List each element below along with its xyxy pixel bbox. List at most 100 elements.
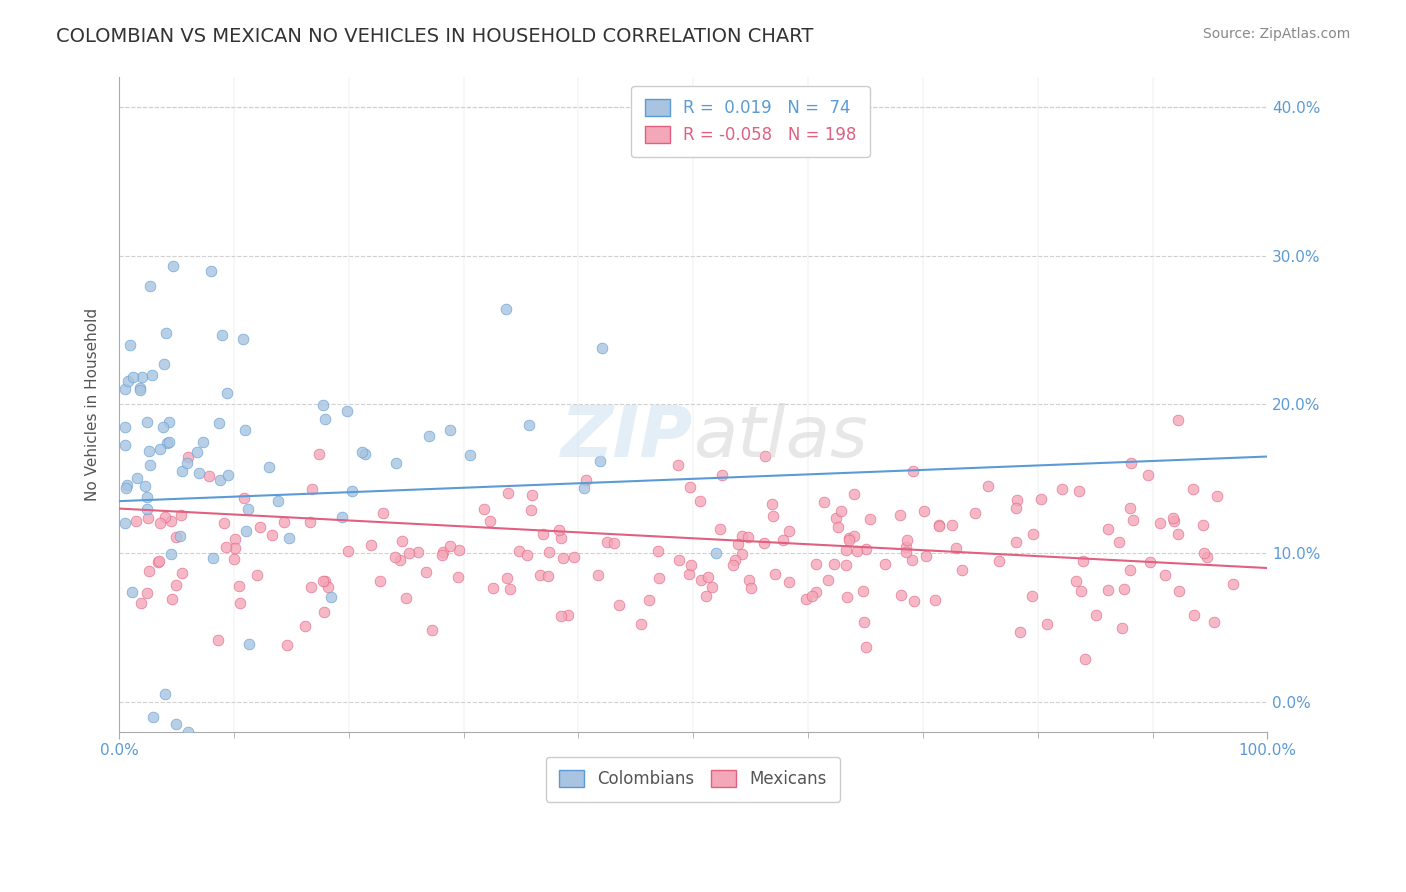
Point <box>418 429 440 443</box>
Point <box>214 540 236 554</box>
Point <box>146 555 169 569</box>
Point <box>415 565 437 579</box>
Point <box>308 447 330 461</box>
Point <box>813 494 835 508</box>
Point <box>1167 526 1189 541</box>
Point <box>260 528 283 542</box>
Point <box>689 493 711 508</box>
Point <box>912 504 935 518</box>
Point <box>603 536 626 550</box>
Point <box>117 374 139 388</box>
Point <box>740 581 762 595</box>
Point <box>135 586 157 600</box>
Point <box>246 567 269 582</box>
Point <box>207 633 229 648</box>
Point <box>209 474 232 488</box>
Point <box>647 544 669 558</box>
Point <box>638 593 661 607</box>
Point <box>696 570 718 584</box>
Point <box>188 467 211 481</box>
Point <box>121 584 143 599</box>
Point <box>217 467 239 482</box>
Point <box>1111 621 1133 635</box>
Point <box>1005 501 1028 516</box>
Point <box>1114 582 1136 596</box>
Point <box>1119 563 1142 577</box>
Point <box>1073 554 1095 568</box>
Point <box>1161 511 1184 525</box>
Point <box>117 477 139 491</box>
Point <box>176 456 198 470</box>
Point <box>586 568 609 582</box>
Point <box>1050 482 1073 496</box>
Point <box>136 490 159 504</box>
Point <box>191 435 214 450</box>
Point <box>1136 468 1159 483</box>
Point <box>1097 583 1119 598</box>
Point <box>340 484 363 499</box>
Point <box>384 550 406 565</box>
Point <box>446 570 468 584</box>
Point <box>298 515 321 529</box>
Point <box>330 509 353 524</box>
Point <box>835 590 858 604</box>
Point <box>236 502 259 516</box>
Point <box>1168 583 1191 598</box>
Point <box>312 399 335 413</box>
Point <box>529 567 551 582</box>
Point <box>249 520 271 534</box>
Point <box>439 423 461 437</box>
Point <box>114 420 136 434</box>
Point <box>890 588 912 602</box>
Point <box>517 417 540 432</box>
Point <box>844 487 866 501</box>
Point <box>988 554 1011 568</box>
Point <box>170 508 193 523</box>
Point <box>114 437 136 451</box>
Point <box>838 533 860 547</box>
Point <box>945 541 967 556</box>
Point <box>977 479 1000 493</box>
Point <box>122 370 145 384</box>
Point <box>724 553 747 567</box>
Point <box>754 449 776 463</box>
Point <box>312 605 335 619</box>
Text: COLOMBIAN VS MEXICAN NO VEHICLES IN HOUSEHOLD CORRELATION CHART: COLOMBIAN VS MEXICAN NO VEHICLES IN HOUS… <box>56 27 814 45</box>
Point <box>721 558 744 572</box>
Point <box>142 709 165 723</box>
Point <box>152 419 174 434</box>
Point <box>202 550 225 565</box>
Point <box>114 481 136 495</box>
Point <box>1191 518 1213 533</box>
Point <box>128 381 150 395</box>
Point <box>139 458 162 473</box>
Point <box>398 546 420 560</box>
Point <box>1206 489 1229 503</box>
Point <box>889 508 911 522</box>
Point <box>388 553 411 567</box>
Point <box>1121 456 1143 470</box>
Point <box>170 464 193 478</box>
Point <box>131 369 153 384</box>
Point <box>1108 535 1130 549</box>
Point <box>609 599 631 613</box>
Point <box>447 543 470 558</box>
Point <box>215 386 238 401</box>
Point <box>277 531 299 545</box>
Point <box>738 573 761 587</box>
Point <box>778 574 800 589</box>
Point <box>155 326 177 340</box>
Point <box>162 259 184 273</box>
Point <box>852 584 875 599</box>
Point <box>472 501 495 516</box>
Point <box>314 412 336 426</box>
Point <box>499 582 522 596</box>
Point <box>915 549 938 564</box>
Point <box>177 450 200 465</box>
Point <box>159 514 181 528</box>
Point <box>761 497 783 511</box>
Point <box>439 539 461 553</box>
Point <box>941 518 963 533</box>
Point <box>114 382 136 396</box>
Point <box>1122 513 1144 527</box>
